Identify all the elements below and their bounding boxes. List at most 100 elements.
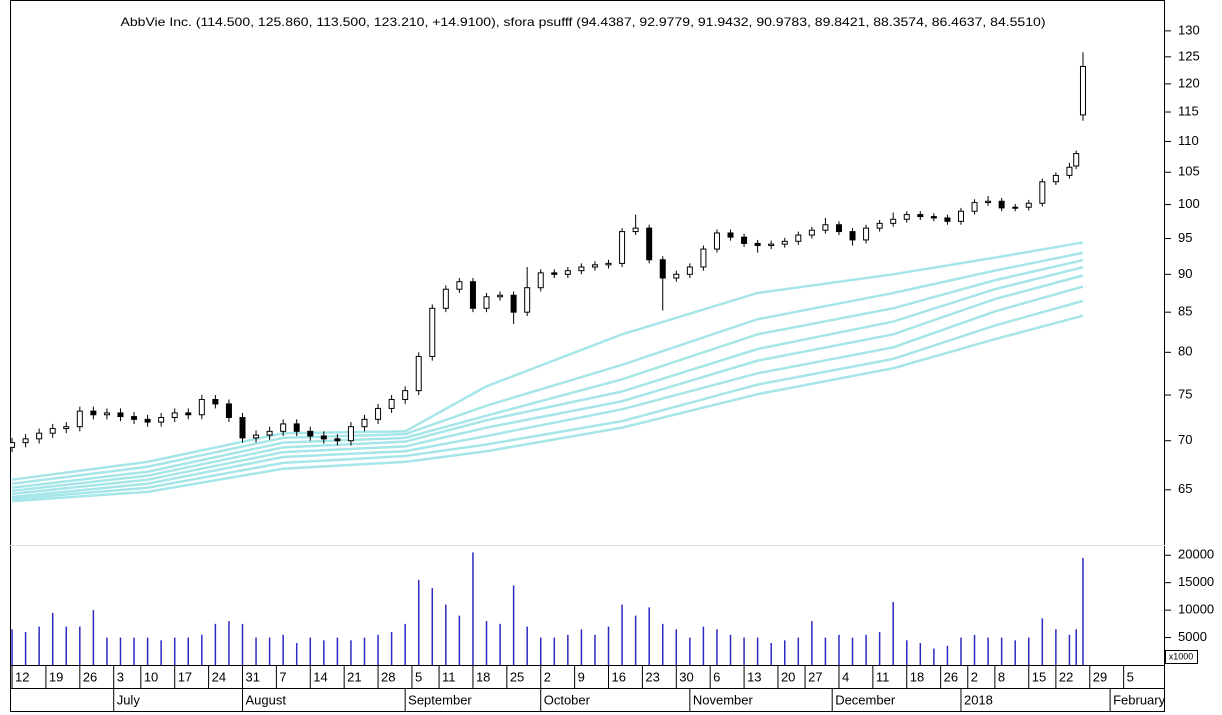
x-tick-label: 26 [944,669,958,684]
volume-bar [255,637,257,665]
y-tick-label: 90 [1178,266,1192,281]
x-tick-label: 18 [476,669,490,684]
candle-body [131,416,138,420]
frame [10,0,1165,712]
volume-bar [92,610,95,665]
volume-bar [797,637,800,665]
candle-body [890,218,897,224]
volume-bar [485,621,488,665]
volume-bar [106,637,108,665]
volume-bar [567,634,569,665]
candle-body [849,231,856,241]
x-tick-label: 19 [49,669,63,684]
candle-body [713,232,720,250]
volume-bar [499,623,501,665]
unit-box [1165,650,1198,664]
x-tick-label: 3 [117,669,124,684]
ma-line [11,285,1084,499]
candle-body [564,270,571,275]
volume-bar [458,615,461,665]
volume-bar [160,640,162,665]
candle-body [90,410,97,416]
volume-bar [946,645,949,665]
x-tick-label: 5 [415,669,422,684]
volume-bar [553,637,556,665]
volume-bar [133,637,135,665]
volume-bar [323,640,325,665]
candle-body [22,438,29,444]
month-label: 2018 [964,692,993,707]
candle-body [185,412,192,416]
candle-body [225,403,232,418]
candle-body [171,412,178,418]
ma-line [11,258,1084,489]
candle-body [971,202,978,212]
volume-bar [919,643,922,665]
volume-bar [960,637,962,665]
month-label: July [117,692,141,707]
candle-body [253,434,260,439]
candle-body [429,307,436,357]
candle-body [1025,202,1032,208]
x-tick-label: 7 [279,669,286,684]
volume-bar [51,612,54,665]
candle-body [727,232,734,238]
candle-body [280,423,287,432]
month-label: October [544,692,591,707]
volume-bar [390,632,393,665]
candle-body [334,438,341,442]
volume-bar [1055,629,1057,665]
unit-label: x1000 [1169,651,1194,661]
candle-body [808,229,815,236]
x-tick-label: 8 [998,669,1005,684]
volume-bar [309,637,312,665]
volume-bar [743,637,745,665]
volume-bar [146,637,149,665]
y-tick-label: 105 [1178,164,1200,179]
volume-bar [79,626,81,665]
y-tick-label: 15000 [1178,574,1214,589]
candle-body [456,281,463,290]
volume-bar [268,637,271,665]
volume-bar [973,634,976,665]
candle-body [1039,181,1046,204]
candle-body [754,242,761,247]
candle-body [239,416,246,439]
candle-body [768,243,775,247]
candle-body [605,262,612,266]
volume-bar [201,634,203,665]
candle-body [903,214,910,220]
x-tick-label: 18 [910,669,924,684]
volume-bar [526,626,528,665]
candle-body [469,281,476,309]
volume-bar [539,637,542,665]
candle-body [537,272,544,289]
y-tick-label: 20000 [1178,547,1214,562]
volume-bar [241,623,244,665]
volume-bar [783,640,786,665]
volume-bar [24,632,27,665]
volume-bar [187,637,190,665]
ma-line [11,314,1084,503]
candle-body [510,294,517,313]
ma-line [11,274,1084,496]
candle-body [619,231,626,264]
volume-bar [417,579,420,665]
candle-body [591,264,598,268]
candle-body [158,416,165,423]
volume-bar [472,552,474,665]
x-tick-label: 22 [1059,669,1073,684]
y-tick-label: 115 [1178,103,1199,118]
candle-body [63,426,70,430]
candle-body [1052,174,1059,183]
ma-line [11,241,1084,481]
month-label: December [835,692,896,707]
y-tick-label: 5000 [1178,629,1207,644]
volume-bar [1028,637,1030,665]
candle-body [144,418,151,423]
x-tick-label: 16 [612,669,626,684]
volume-bar [1082,557,1084,665]
candle-body [442,288,449,309]
candle-body [1073,153,1080,167]
volume-bar [878,632,881,665]
